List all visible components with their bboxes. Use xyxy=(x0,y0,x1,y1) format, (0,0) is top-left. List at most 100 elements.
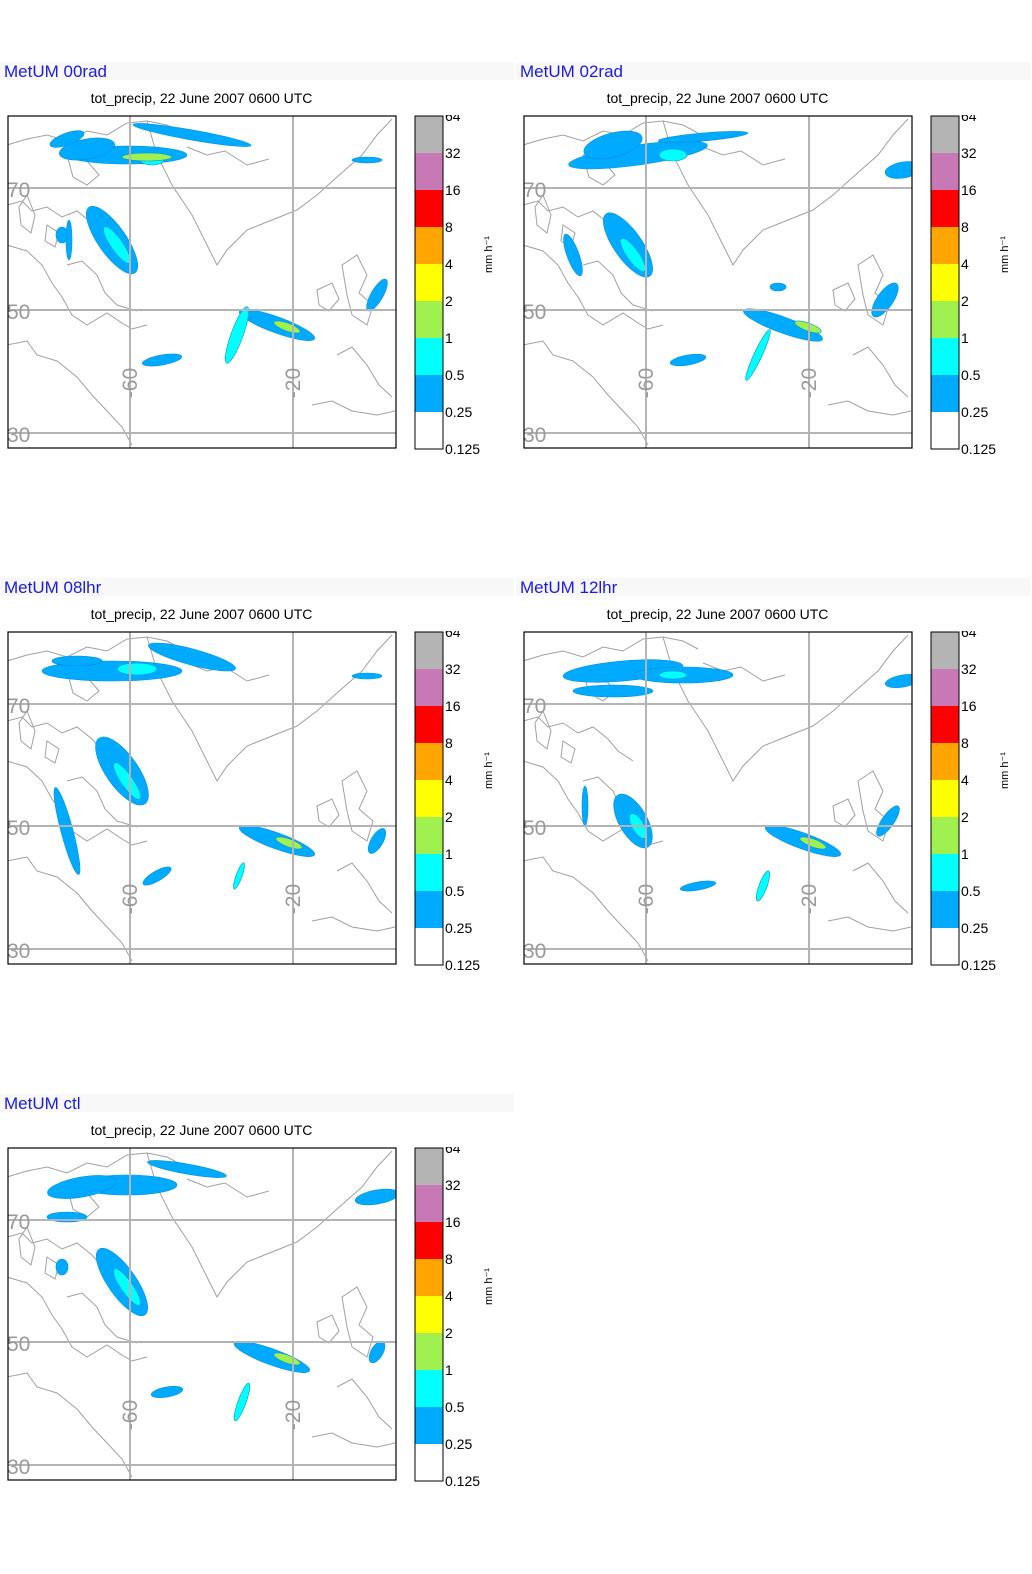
latitude-label: 30 xyxy=(523,424,546,447)
colorbar-segment xyxy=(415,1296,443,1333)
colorbar-tick-label: 4 xyxy=(445,256,453,272)
precip-area xyxy=(59,137,115,161)
coastline xyxy=(852,862,909,914)
colorbar-tick-label: 8 xyxy=(445,219,453,235)
coastline xyxy=(18,193,36,234)
latitude-label: 30 xyxy=(7,940,30,963)
latitude-label: 50 xyxy=(7,301,30,324)
precip-area xyxy=(657,131,749,143)
coastline xyxy=(662,634,909,782)
colorbar-segment xyxy=(931,854,959,891)
latitude-label: 30 xyxy=(7,1456,30,1479)
precip-area xyxy=(142,866,172,886)
colorbar-segment xyxy=(415,1333,443,1370)
colorbar-tick-label: 64 xyxy=(445,631,461,640)
coastline xyxy=(186,146,270,166)
colorbar-segment xyxy=(415,891,443,928)
colorbar: 64 32 16 8 4 2 1 0.5 0.25 0.125 xyxy=(930,631,996,971)
coastline xyxy=(311,916,396,932)
colorbar-unit-label: mm h⁻¹ xyxy=(999,752,1011,789)
precip-area xyxy=(47,1175,117,1199)
precip-map: 70 50 30 -60 -20 xyxy=(523,631,913,965)
map-frame xyxy=(7,631,397,965)
colorbar: 64 32 16 8 4 2 1 0.5 0.25 0.125 xyxy=(414,1147,480,1487)
colorbar-segment xyxy=(931,780,959,817)
colorbar-segment xyxy=(415,1222,443,1259)
colorbar-segment xyxy=(415,780,443,817)
colorbar-tick-label: 4 xyxy=(445,1288,453,1304)
panel-header-bar xyxy=(0,62,514,80)
colorbar-segment xyxy=(415,1370,443,1407)
colorbar-tick-label: 0.25 xyxy=(961,920,988,936)
latitude-label: 70 xyxy=(7,179,30,202)
colorbar-tick-label: 8 xyxy=(445,735,453,751)
panel-subtitle: tot_precip, 22 June 2007 0600 UTC xyxy=(90,1122,313,1138)
panel-title: MetUM 02rad xyxy=(520,62,623,81)
coastline xyxy=(8,340,133,446)
coastline xyxy=(316,1314,340,1344)
panel-title: MetUM 00rad xyxy=(4,62,107,81)
colorbar-segment xyxy=(415,1444,443,1481)
colorbar-segment xyxy=(415,743,443,780)
precip-area xyxy=(563,233,583,277)
colorbar-unit-label: mm h⁻¹ xyxy=(483,752,495,789)
coastline xyxy=(524,340,649,446)
coastline xyxy=(316,798,340,828)
colorbar-tick-label: 32 xyxy=(961,145,977,161)
panel-subtitle: tot_precip, 22 June 2007 0600 UTC xyxy=(90,90,313,106)
precip-map: 70 50 30 -60 -20 xyxy=(7,115,397,449)
colorbar-segment xyxy=(415,669,443,706)
map-content xyxy=(8,116,396,448)
longitude-label: -20 xyxy=(798,884,821,914)
map-content xyxy=(524,116,912,448)
colorbar-tick-label: 2 xyxy=(445,293,453,309)
colorbar-segment xyxy=(415,338,443,375)
precip-area xyxy=(55,226,69,244)
coastline xyxy=(66,260,138,312)
latitude-label: 50 xyxy=(7,817,30,840)
coastline xyxy=(8,244,148,330)
coastline xyxy=(44,740,60,764)
latitude-label: 70 xyxy=(523,695,546,718)
colorbar-tick-label: 16 xyxy=(445,698,461,714)
precip-area xyxy=(658,148,688,162)
colorbar-tick-label: 1 xyxy=(445,330,453,346)
colorbar-segment xyxy=(931,632,959,669)
longitude-label: -20 xyxy=(282,368,305,398)
colorbar-tick-label: 4 xyxy=(961,256,969,272)
colorbar-tick-label: 64 xyxy=(445,115,461,124)
coastline xyxy=(8,1152,183,1178)
coastline xyxy=(534,193,552,234)
colorbar-segment xyxy=(931,153,959,190)
forecast-panel-2: MetUM 02rad tot_precip, 22 June 2007 060… xyxy=(516,62,1032,542)
colorbar-tick-label: 4 xyxy=(445,772,453,788)
colorbar-tick-label: 8 xyxy=(961,219,969,235)
colorbar-segment xyxy=(931,743,959,780)
coastline xyxy=(702,146,786,166)
coastline xyxy=(311,1432,396,1448)
colorbar-segment xyxy=(415,706,443,743)
coastline xyxy=(702,662,786,682)
colorbar-segment xyxy=(415,1148,443,1185)
precip-map: 70 50 30 -60 -20 xyxy=(7,1147,397,1481)
colorbar-tick-label: 64 xyxy=(961,631,977,640)
precip-map: 70 50 30 -60 -20 xyxy=(7,631,397,965)
colorbar: 64 32 16 8 4 2 1 0.5 0.25 0.125 xyxy=(930,115,996,455)
map-content xyxy=(8,1148,396,1480)
coastline xyxy=(8,1276,148,1362)
longitude-label: -60 xyxy=(635,884,658,914)
colorbar-segment xyxy=(415,412,443,449)
latitude-label: 70 xyxy=(523,179,546,202)
forecast-panel-3: MetUM 08lhr tot_precip, 22 June 2007 060… xyxy=(0,578,516,1058)
precip-area xyxy=(234,1341,310,1373)
precip-area xyxy=(583,130,643,160)
coastline xyxy=(827,916,912,932)
precip-area xyxy=(233,862,245,890)
colorbar-tick-label: 32 xyxy=(445,145,461,161)
precip-area xyxy=(53,787,81,875)
coastline xyxy=(8,120,183,146)
panel-subtitle: tot_precip, 22 June 2007 0600 UTC xyxy=(606,90,829,106)
coastline xyxy=(534,709,552,750)
colorbar-segment xyxy=(415,375,443,412)
colorbar-segment xyxy=(931,338,959,375)
